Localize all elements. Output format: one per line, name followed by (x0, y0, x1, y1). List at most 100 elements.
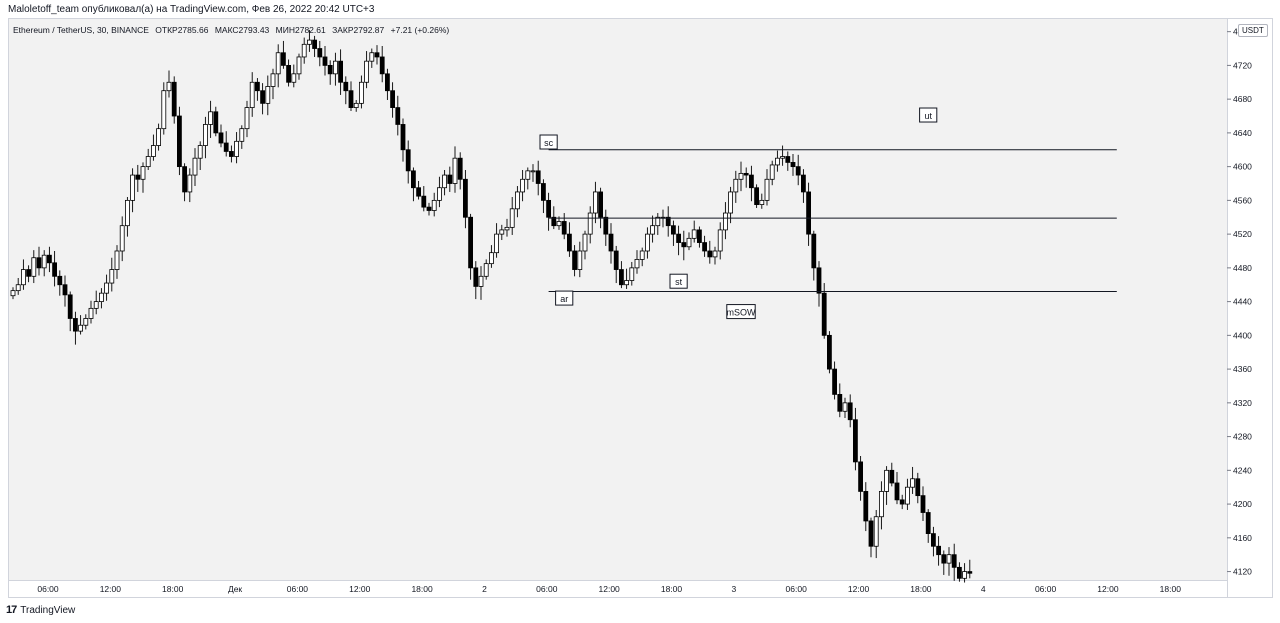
candle-up (109, 269, 115, 284)
candle-down (561, 221, 567, 235)
tradingview-logo-icon: 17 (6, 604, 17, 616)
candle-down (827, 334, 832, 370)
candle-up (150, 145, 156, 157)
candle-down (405, 149, 411, 172)
candle-down (473, 267, 479, 287)
symbol-legend: Ethereum / TetherUS, 30, BINANCE ОТКР278… (13, 25, 453, 35)
candle-up (582, 233, 588, 252)
candle-down (254, 81, 260, 92)
candle-down (374, 52, 380, 58)
candle-down (379, 56, 385, 75)
candle-down (462, 178, 468, 218)
candle-down (754, 187, 759, 205)
annotation-box (539, 134, 558, 150)
candle-down (416, 187, 422, 197)
candle-up (525, 170, 531, 180)
candle-down (312, 39, 318, 49)
candle-up (369, 52, 375, 62)
time-tick-label: 12:00 (349, 584, 371, 594)
candle-up (764, 178, 770, 201)
price-tick-label: 4200 (1233, 499, 1252, 509)
price-tick-label: 4680 (1233, 94, 1252, 104)
candle-up (483, 263, 489, 277)
candle-down (47, 254, 52, 264)
candle-down (598, 191, 603, 218)
candle-up (494, 233, 500, 254)
candle-up (10, 290, 16, 297)
candle-down (348, 90, 354, 108)
candle-up (296, 56, 302, 75)
candle-up (624, 280, 629, 286)
candle-down (811, 233, 817, 269)
annotation-box (669, 273, 688, 289)
candle-down (228, 151, 234, 157)
price-tick-label: 4640 (1233, 128, 1252, 138)
candle-down (603, 216, 609, 235)
candle-up (733, 178, 739, 193)
candle-down (899, 499, 905, 505)
candle-down (286, 64, 292, 83)
candle-down (816, 267, 822, 294)
candle-down (863, 491, 869, 522)
candle-up (775, 157, 780, 166)
candle-up (208, 111, 214, 125)
candle-up (504, 226, 510, 231)
candle-up (499, 229, 505, 235)
candle-down (790, 162, 796, 168)
candle-down (931, 533, 936, 547)
candle-up (15, 284, 21, 292)
candle-up (488, 252, 494, 265)
candle-down (915, 478, 921, 497)
chart-panel[interactable]: 4120 4160 4200 4240 4280 4320 4360 4400 4440 4480… (8, 18, 1273, 598)
candle-down (702, 242, 707, 252)
candle-down (26, 269, 32, 277)
candle-down (832, 368, 837, 395)
candle-down (447, 174, 453, 184)
candle-up (130, 174, 135, 201)
candle-down (707, 250, 713, 258)
candle-up (962, 571, 967, 579)
candle-down (681, 242, 687, 248)
time-tick-label: 12:00 (599, 584, 621, 594)
candle-down (665, 216, 671, 227)
candle-up (31, 257, 37, 277)
candle-down (260, 90, 266, 104)
candle-up (239, 128, 245, 142)
candle-up (197, 145, 203, 159)
candle-up (769, 164, 775, 180)
annotation-label: ar (560, 294, 568, 304)
candle-up (306, 39, 312, 45)
candle-down (135, 174, 141, 180)
candle-down (894, 482, 900, 501)
candlestick-chart[interactable]: 4120 4160 4200 4240 4280 4320 4360 4400 4440 4480… (9, 19, 1272, 597)
time-tick-label: Дек (228, 584, 242, 594)
candle-up (145, 156, 151, 168)
currency-button[interactable]: USDT (1238, 24, 1268, 37)
candle-up (712, 250, 718, 258)
candle-down (338, 60, 344, 83)
candle-up (530, 170, 536, 173)
candle-up (20, 269, 26, 286)
annotation-box (555, 290, 574, 306)
footer-brand: 17 TradingView (6, 604, 75, 616)
candle-down (749, 174, 754, 189)
candle-down (535, 170, 541, 184)
candle-down (541, 183, 546, 201)
candle-up (244, 107, 250, 130)
candle-down (967, 571, 973, 574)
candle-down (572, 250, 577, 270)
candle-up (270, 73, 276, 87)
candle-up (634, 259, 640, 269)
price-tick-label: 4520 (1233, 229, 1252, 239)
candle-up (265, 86, 271, 104)
candle-up (249, 81, 255, 108)
time-tick-label: 18:00 (910, 584, 932, 594)
time-tick-label: 12:00 (100, 584, 122, 594)
candle-up (520, 178, 526, 193)
candle-up (780, 156, 785, 159)
candle-down (858, 461, 863, 492)
candle-up (301, 43, 307, 58)
candle-up (587, 212, 593, 235)
candle-up (431, 199, 437, 211)
candle-up (353, 102, 359, 108)
